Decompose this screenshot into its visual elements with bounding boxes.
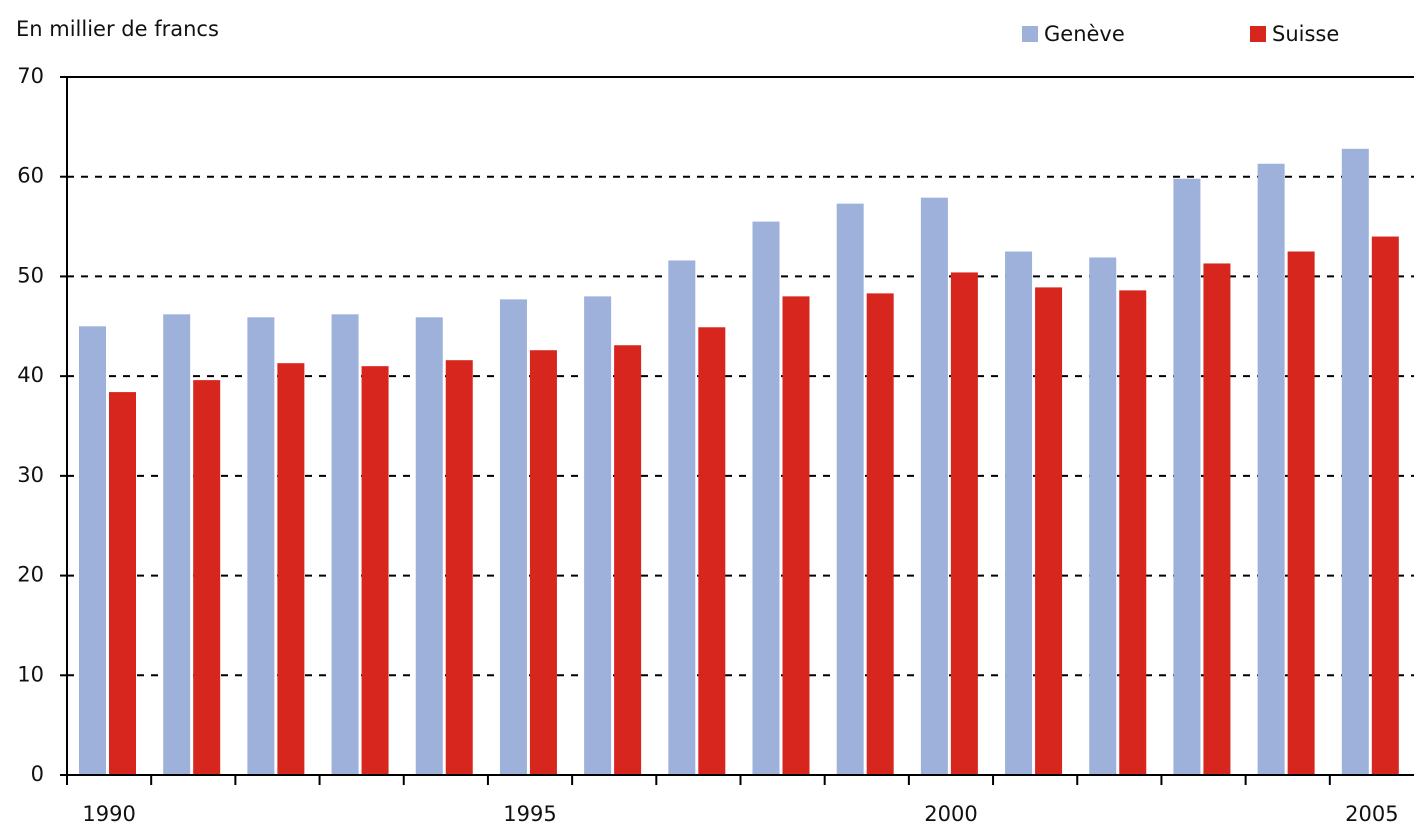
legend-swatch [1250,26,1266,42]
legend-label: Suisse [1272,22,1339,46]
y-tick-label: 20 [17,563,44,587]
bar [79,326,106,775]
bar [415,317,443,775]
x-tick-label: 1995 [503,802,556,826]
bar [668,260,696,776]
bar [1119,290,1147,775]
bar [1089,257,1117,775]
bar [1371,236,1399,776]
bar [247,317,275,775]
bar [163,314,191,775]
y-axis-label: En millier de francs [16,17,219,41]
bar [782,296,810,775]
bar [866,293,894,775]
y-tick-label: 50 [17,263,44,287]
x-tick-label: 2005 [1345,802,1398,826]
bar [1257,163,1285,775]
bar [698,327,726,775]
y-tick-label: 30 [17,463,44,487]
bar [193,380,221,775]
bar [1035,287,1063,775]
bar [1341,148,1369,775]
y-tick-label: 60 [17,164,44,188]
bar [752,221,780,776]
bar [950,272,978,775]
bar [1173,178,1201,776]
legend-swatch [1022,26,1038,42]
y-tick-label: 10 [17,662,44,686]
bar [1005,251,1033,775]
bar [109,392,136,775]
bar [529,350,557,775]
bar [1203,263,1231,775]
y-tick-label: 70 [17,64,44,88]
bar [331,314,359,775]
y-tick-label: 0 [31,762,44,786]
bar [920,197,948,775]
bar [499,299,527,775]
legend-label: Genève [1044,22,1125,46]
bar [1287,251,1315,775]
bar [277,363,305,775]
bar [614,345,642,775]
bar [836,203,864,775]
x-tick-label: 2000 [924,802,977,826]
y-tick-label: 40 [17,363,44,387]
bar [361,366,389,775]
bar [445,360,473,775]
x-tick-label: 1990 [82,802,135,826]
bar [584,296,612,775]
